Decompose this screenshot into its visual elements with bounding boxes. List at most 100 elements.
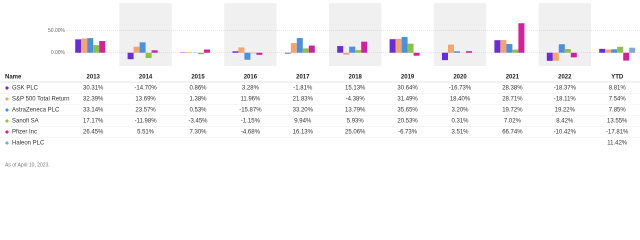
cell-value: 30.31%: [83, 86, 104, 92]
bar: [87, 38, 94, 53]
cell-value: 13.55%: [607, 119, 628, 125]
bar: [355, 50, 362, 53]
bar: [284, 52, 291, 54]
cell-value: 31.49%: [397, 97, 418, 103]
cell-value: 16.13%: [293, 130, 314, 136]
row-name: Sanofi SA: [12, 119, 39, 125]
cell-value: 33.14%: [83, 108, 104, 114]
cell-value: 13.69%: [135, 97, 156, 103]
bar: [343, 52, 350, 55]
bar: [617, 46, 624, 53]
cell-value: 5.51%: [137, 130, 155, 136]
bar: [558, 44, 565, 53]
column-header: 2014: [139, 75, 153, 81]
cell-value: 13.79%: [345, 108, 366, 114]
cell-value: 11.96%: [240, 97, 261, 103]
bar: [99, 41, 106, 53]
legend-marker: [5, 97, 9, 101]
column-shade: [329, 3, 382, 66]
bar: [500, 40, 507, 53]
cell-value: 20.53%: [397, 119, 418, 125]
bar: [302, 48, 309, 53]
column-header: 2017: [296, 75, 310, 81]
bar: [186, 52, 192, 53]
column-shade: [433, 3, 487, 66]
cell-value: 21.83%: [293, 97, 314, 103]
cell-value: 19.22%: [555, 108, 576, 114]
cell-value: 3.20%: [451, 108, 469, 114]
row-name: Haleon PLC: [12, 141, 45, 147]
bar: [401, 36, 408, 53]
bar: [413, 52, 420, 56]
bar: [512, 49, 519, 53]
bar: [133, 46, 140, 53]
cell-value: 66.74%: [502, 130, 523, 136]
cell-value: -6.73%: [398, 130, 418, 136]
cell-value: 7.02%: [504, 119, 522, 125]
page: Name As of April 10, 2023. 50.00% 0.00% 20…: [0, 3, 640, 169]
cell-value: 17.17%: [83, 119, 104, 125]
bar: [395, 38, 402, 53]
cell-value: 23.57%: [135, 108, 156, 114]
bar: [198, 52, 204, 55]
cell-value: 7.30%: [189, 130, 207, 136]
bar: [448, 44, 454, 53]
column-header: 2015: [191, 75, 205, 81]
cell-value: -15.87%: [239, 108, 262, 114]
bar: [256, 52, 263, 55]
cell-value: 15.13%: [345, 86, 366, 92]
bar: [407, 43, 414, 53]
column-header: YTD: [611, 75, 624, 81]
bar: [454, 51, 460, 53]
cell-value: 0.86%: [189, 86, 207, 92]
bar: [127, 52, 134, 60]
cell-value: 28.38%: [502, 86, 523, 92]
bar: [506, 44, 513, 53]
cell-value: 33.20%: [293, 108, 314, 114]
bar: [361, 41, 368, 53]
bar: [290, 43, 297, 53]
bar: [494, 40, 501, 53]
cell-value: 32.39%: [83, 97, 104, 103]
cell-value: 1.38%: [189, 97, 207, 103]
legend-marker: [5, 108, 9, 112]
column-header: 2016: [244, 75, 258, 81]
bar: [389, 39, 396, 53]
cell-value: -1.15%: [241, 119, 261, 125]
cell-value: 28.71%: [502, 97, 523, 103]
bar: [518, 23, 525, 53]
bar: [308, 45, 315, 53]
cell-value: 0.53%: [189, 108, 207, 114]
cell-value: -16.73%: [449, 86, 472, 92]
cell-value: -11.98%: [135, 119, 158, 125]
column-header: 2013: [87, 75, 101, 81]
cell-value: 35.65%: [397, 108, 418, 114]
cell-value: 19.72%: [502, 108, 523, 114]
cell-value: -4.38%: [346, 97, 366, 103]
cell-value: 7.85%: [609, 108, 627, 114]
row-name: GSK PLC: [12, 86, 39, 92]
column-header: 2021: [506, 75, 520, 81]
name-header: Name: [5, 75, 22, 81]
bar: [546, 52, 553, 61]
bar: [552, 52, 559, 61]
bar: [599, 48, 606, 53]
cell-value: -1.81%: [293, 86, 313, 92]
row-name: Pfizer Inc: [12, 130, 37, 136]
bar: [145, 52, 152, 59]
y-tick-label: 0.00%: [51, 50, 66, 56]
column-header: 2019: [401, 75, 415, 81]
legend-marker: [5, 119, 9, 123]
chart: Name As of April 10, 2023. 50.00% 0.00% 20…: [0, 3, 640, 168]
cell-value: -4.68%: [241, 130, 261, 136]
cell-value: 9.94%: [294, 119, 312, 125]
cell-value: 26.45%: [83, 130, 104, 136]
cell-value: -18.11%: [554, 97, 577, 103]
cell-value: -18.37%: [554, 86, 577, 92]
bar: [75, 39, 82, 53]
row-name: S&P 500 Total Return: [12, 97, 69, 103]
bar: [605, 49, 612, 53]
cell-value: 3.51%: [451, 130, 469, 136]
bar: [232, 51, 239, 53]
column-shade: [538, 3, 591, 66]
